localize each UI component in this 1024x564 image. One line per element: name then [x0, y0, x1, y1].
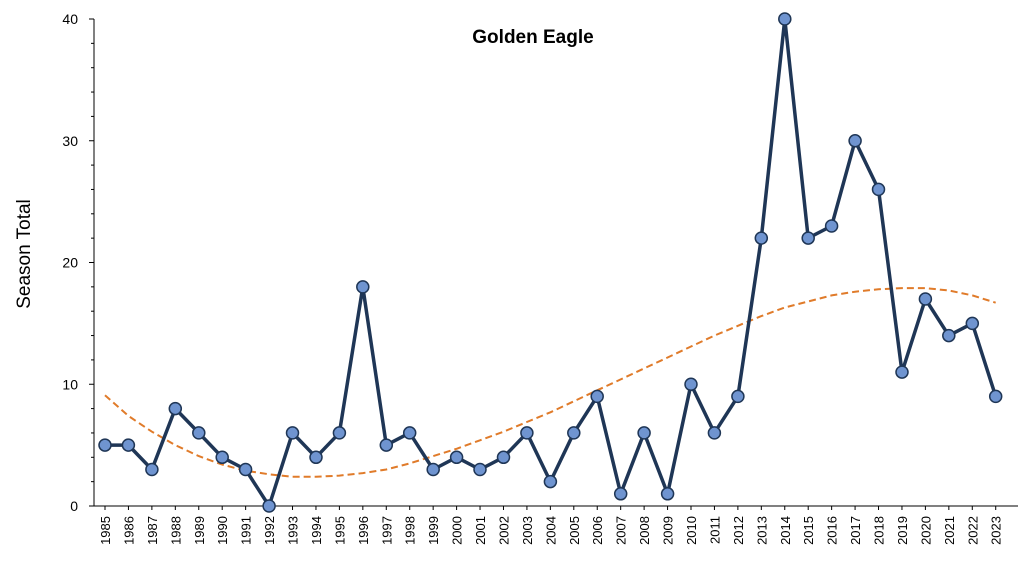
x-tick-label: 2006 [590, 516, 605, 545]
data-point [449, 450, 464, 465]
x-tick-label: 2009 [661, 516, 676, 545]
x-tick-labels: 1985 1986 1987 1988 1989 1990 1991 1992 1993 1994… [98, 516, 1004, 545]
data-point [215, 450, 229, 465]
x-tick-label: 2022 [965, 516, 980, 545]
data-point [824, 219, 839, 233]
x-tick-label: 2001 [473, 516, 488, 545]
data-point [145, 462, 159, 477]
y-tick-label: 40 [62, 11, 78, 27]
data-point [402, 426, 417, 440]
data-point [684, 377, 698, 392]
data-point [98, 438, 112, 452]
chart-title: Golden Eagle [472, 27, 593, 48]
data-points [98, 12, 1003, 513]
data-point [778, 12, 792, 26]
x-tick-label: 2012 [731, 516, 746, 545]
data-point [426, 462, 440, 477]
data-point [731, 389, 745, 404]
x-tick-label: 2018 [872, 516, 887, 545]
x-tick-label: 2003 [520, 516, 535, 545]
x-tick-label: 1994 [309, 516, 324, 545]
data-point [871, 182, 886, 197]
data-point [379, 438, 394, 452]
data-point [356, 280, 370, 294]
y-tick-label: 10 [62, 376, 78, 392]
data-point [988, 389, 1003, 404]
data-point [590, 389, 604, 404]
x-tick-label: 1999 [426, 516, 441, 545]
data-point [543, 474, 558, 489]
data-point [121, 438, 136, 452]
data-point [660, 487, 675, 501]
data-point [918, 292, 933, 306]
data-point [567, 426, 581, 440]
x-tick-label: 2011 [707, 516, 722, 544]
x-tick-label: 2005 [567, 516, 582, 545]
x-tick-label: 1986 [121, 516, 136, 545]
x-tick-label: 2004 [543, 516, 558, 545]
y-tick-label: 20 [62, 255, 78, 271]
data-point [238, 462, 253, 477]
x-tick-label: 1998 [403, 516, 418, 545]
data-point [473, 462, 487, 477]
data-point [848, 134, 862, 148]
data-point [309, 450, 323, 465]
y-axis-label: Season Total [14, 199, 35, 309]
y-tick-labels: 0 10 20 30 40 [62, 11, 78, 514]
y-tick-label: 0 [70, 498, 78, 514]
x-tick-label: 1992 [262, 516, 277, 545]
data-point [520, 426, 534, 440]
data-point [965, 316, 980, 331]
data-point [192, 426, 206, 440]
data-point [613, 487, 628, 501]
data-point [168, 401, 183, 416]
x-tick-label: 1993 [286, 516, 301, 545]
x-tick-label: 2002 [496, 516, 511, 545]
data-point [262, 499, 276, 513]
y-tick-label: 30 [62, 133, 78, 149]
x-tick-label: 2014 [778, 516, 793, 545]
data-point [332, 426, 347, 440]
data-point [895, 365, 909, 379]
data-point [285, 426, 300, 440]
data-point [942, 328, 956, 343]
data-point [496, 450, 511, 465]
x-tick-label: 2017 [848, 516, 863, 545]
axes [89, 18, 1018, 510]
x-tick-label: 2021 [942, 516, 957, 545]
x-tick-label: 2019 [895, 516, 910, 545]
trendline-path [104, 287, 996, 478]
x-tick-label: 1987 [145, 516, 160, 545]
data-point [637, 426, 651, 440]
x-tick-label: 1988 [168, 516, 183, 545]
data-point [754, 231, 769, 245]
data-point [707, 426, 722, 440]
x-tick-label: 1989 [192, 516, 207, 545]
x-tick-label: 1985 [98, 516, 113, 545]
x-tick-label: 2010 [684, 516, 699, 545]
x-tick-label: 2020 [918, 516, 933, 545]
x-tick-label: 1996 [356, 516, 371, 545]
series-path [105, 17, 998, 508]
x-tick-label: 2008 [637, 516, 652, 545]
x-tick-label: 2023 [989, 516, 1004, 545]
x-tick-label: 2007 [614, 516, 629, 545]
x-tick-label: 2016 [825, 516, 840, 545]
x-tick-label: 1990 [215, 516, 230, 545]
x-tick-label: 1995 [332, 516, 347, 545]
data-point [801, 231, 815, 245]
series-line [105, 17, 998, 508]
x-tick-label: 2000 [450, 516, 465, 545]
x-tick-label: 2015 [801, 516, 816, 545]
x-tick-label: 1997 [379, 516, 394, 545]
x-tick-label: 2013 [754, 516, 769, 545]
x-tick-label: 1991 [239, 516, 254, 545]
trendline [104, 287, 996, 478]
